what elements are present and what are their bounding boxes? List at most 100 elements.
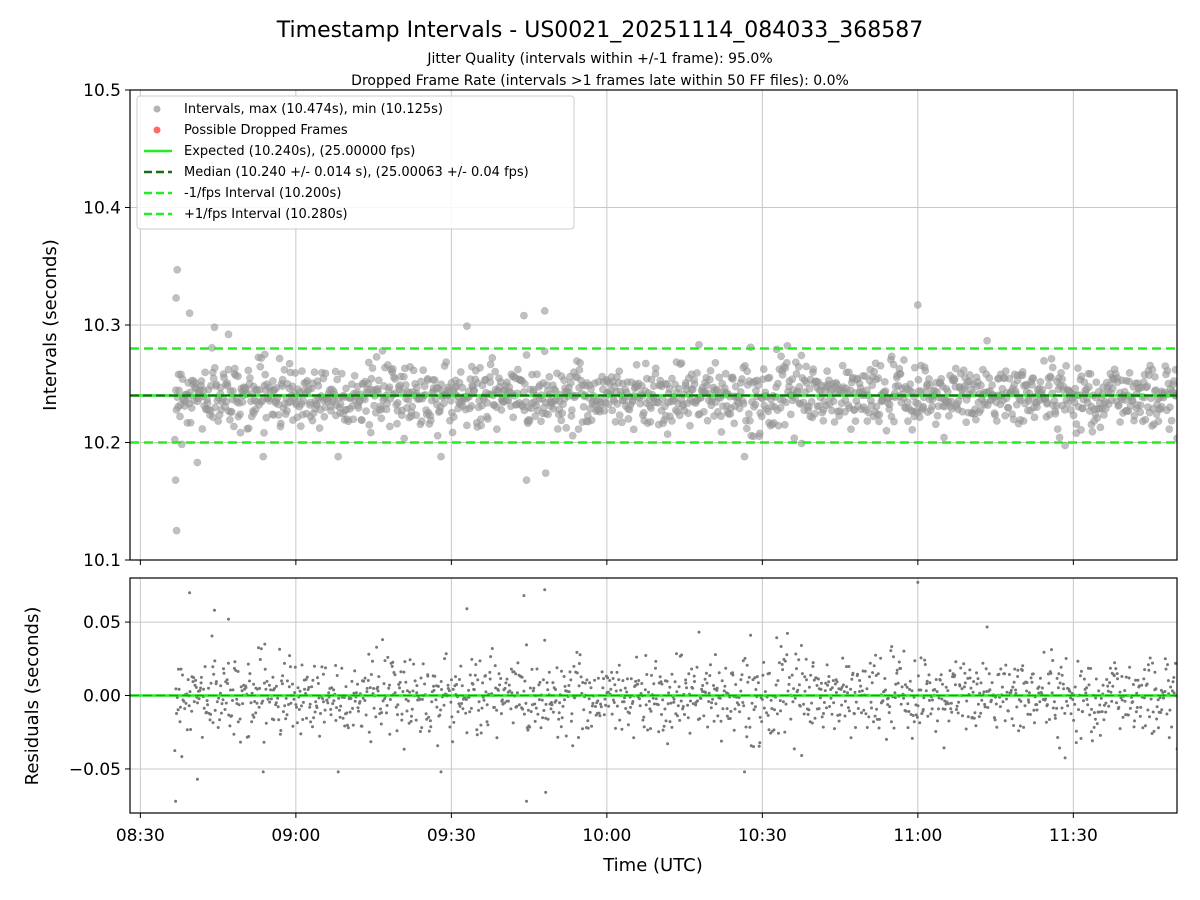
interval-point [1125, 368, 1134, 377]
residual-point [1029, 676, 1033, 680]
interval-point [847, 425, 855, 434]
interval-point [904, 417, 912, 426]
interval-point [757, 412, 766, 421]
interval-point [525, 416, 534, 425]
residual-point [721, 707, 725, 711]
residual-point [743, 770, 746, 774]
residual-point [283, 661, 286, 665]
residual-point [850, 677, 854, 681]
residual-point [802, 712, 806, 716]
residual-point [235, 697, 239, 701]
residual-point [1017, 729, 1021, 733]
interval-point [755, 429, 764, 438]
residual-point [1035, 703, 1039, 707]
residual-point [775, 712, 779, 716]
residual-point [409, 719, 413, 723]
residual-point [757, 744, 761, 748]
residual-point [402, 670, 406, 674]
interval-point [364, 358, 373, 367]
residual-point [1120, 675, 1124, 678]
residual-point [230, 714, 234, 718]
interval-point [811, 409, 819, 418]
interval-point [574, 425, 583, 433]
residual-point [1028, 713, 1032, 716]
residual-point [1058, 681, 1062, 685]
interval-point [731, 382, 740, 391]
residual-point [810, 721, 814, 725]
interval-point [1001, 411, 1010, 420]
residual-point [1108, 666, 1112, 670]
residual-point [342, 696, 346, 699]
residual-point [304, 678, 308, 681]
residual-point [874, 653, 878, 657]
residual-point [229, 688, 232, 692]
residual-point [662, 724, 666, 728]
residual-point [298, 689, 302, 693]
residual-point [795, 667, 798, 671]
residual-point [327, 691, 331, 695]
interval-point [575, 365, 584, 374]
residual-point [265, 679, 269, 683]
interval-point [739, 399, 748, 408]
residual-point [741, 659, 745, 663]
residual-point [707, 691, 711, 695]
residual-point [675, 690, 679, 694]
residual-point [511, 721, 515, 725]
residual-point [716, 714, 720, 718]
residual-point [279, 729, 283, 732]
residual-point [863, 669, 867, 673]
residual-point [1009, 688, 1013, 692]
residual-point [341, 716, 345, 720]
residual-point [907, 710, 911, 713]
residual-point [950, 710, 954, 714]
interval-point [913, 301, 922, 309]
residual-point [860, 689, 864, 693]
residual-point [982, 690, 986, 694]
interval-point [693, 369, 701, 377]
residual-point [861, 669, 865, 673]
interval-point [448, 428, 457, 437]
residual-point [985, 625, 989, 629]
residual-point [904, 709, 908, 713]
interval-point [890, 417, 898, 426]
residual-point [484, 674, 487, 678]
residual-point [612, 701, 616, 704]
residual-point [575, 650, 579, 654]
interval-point [236, 410, 244, 419]
interval-point [765, 373, 774, 382]
residual-point [396, 703, 400, 707]
residual-point [467, 688, 471, 692]
interval-point [1048, 363, 1057, 372]
residual-point [1087, 683, 1091, 687]
residual-point [763, 690, 767, 694]
residual-point [315, 706, 319, 710]
residual-point [617, 663, 621, 667]
interval-point [483, 415, 492, 423]
residual-point [606, 690, 610, 694]
interval-point [275, 354, 284, 363]
residual-point [615, 704, 619, 708]
top-points [170, 265, 1177, 535]
residual-point [828, 705, 832, 708]
residual-point [289, 665, 292, 669]
residual-point [383, 659, 387, 663]
residual-point [1016, 668, 1020, 672]
interval-point [1096, 423, 1105, 432]
residual-point [457, 702, 461, 706]
interval-point [492, 425, 501, 434]
interval-point [1055, 433, 1064, 442]
residual-point [718, 696, 722, 700]
interval-point [185, 309, 194, 318]
residual-point [533, 719, 537, 723]
residual-point [661, 698, 665, 702]
residual-point [474, 663, 478, 666]
interval-point [1114, 401, 1123, 409]
top-y-tick-label: 10.5 [83, 81, 121, 101]
residual-point [460, 702, 464, 705]
interval-point [467, 401, 476, 410]
interval-point [951, 364, 960, 373]
residual-point [632, 736, 636, 740]
residual-point [254, 711, 258, 715]
interval-point [906, 380, 915, 388]
residual-point [607, 704, 611, 708]
